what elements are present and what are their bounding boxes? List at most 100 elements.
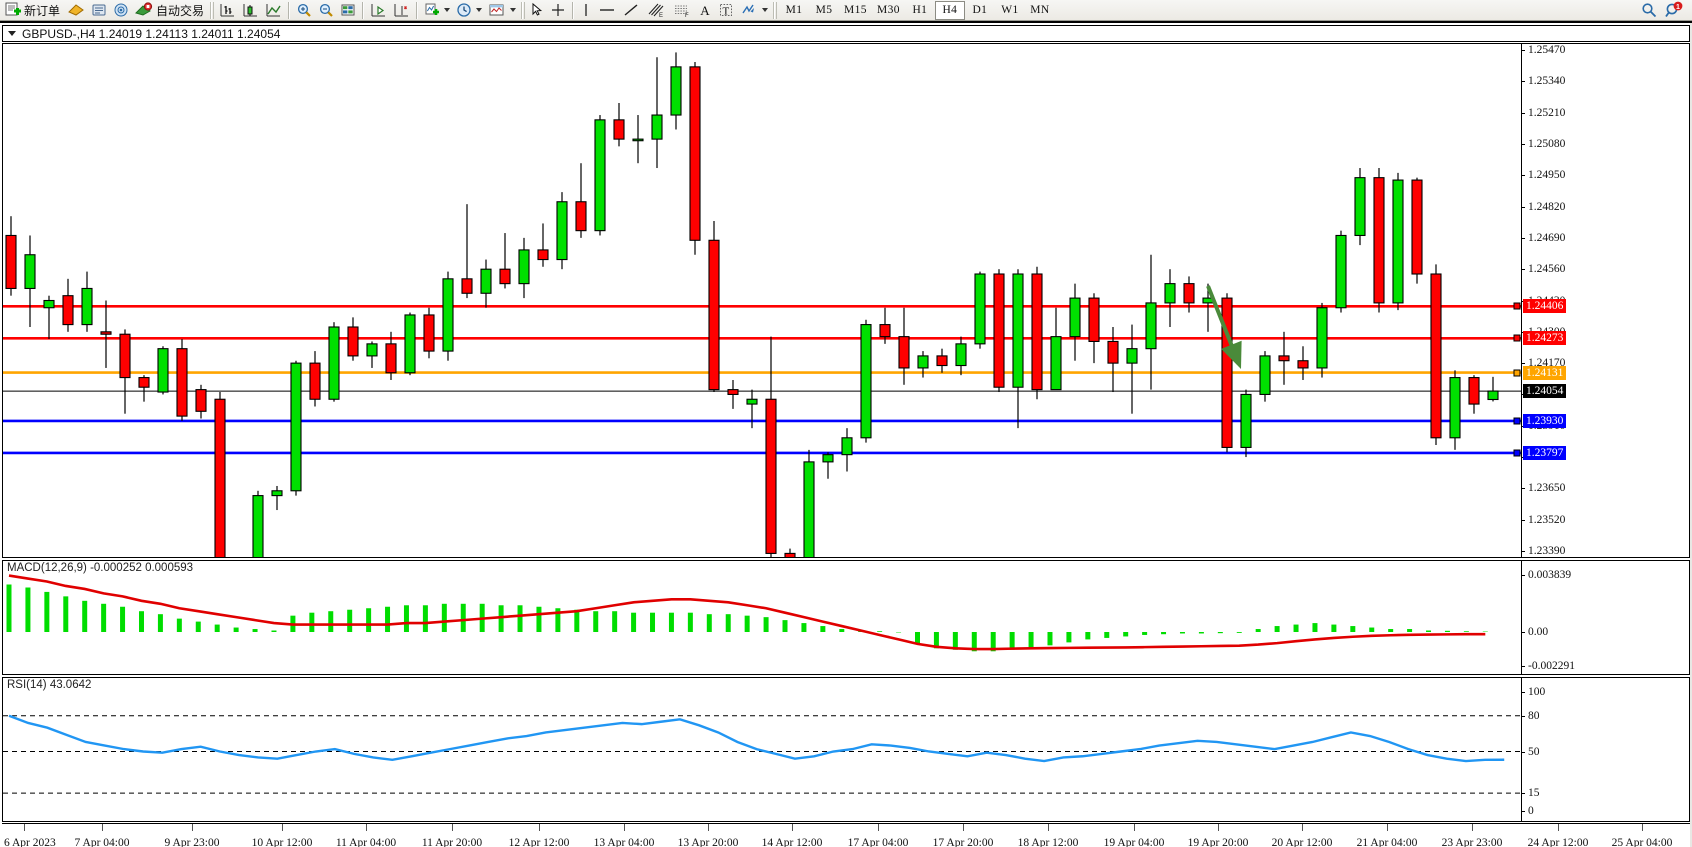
candle-body[interactable] (1297, 360, 1309, 369)
expert-advisors-button[interactable] (64, 1, 88, 20)
candle-body[interactable] (176, 348, 188, 417)
candle-body[interactable] (841, 437, 853, 456)
candle-body[interactable] (1411, 179, 1423, 275)
candle-body[interactable] (1126, 348, 1138, 364)
candle-body[interactable] (784, 552, 796, 557)
macd-canvas[interactable] (3, 561, 1689, 674)
candle-body[interactable] (1164, 283, 1176, 304)
candle-body[interactable] (518, 249, 530, 285)
vertical-scrollbar[interactable] (1690, 23, 1692, 847)
toolbar-grip-2[interactable] (521, 1, 526, 19)
shift-chart-button[interactable] (367, 1, 390, 20)
candle-body[interactable] (290, 362, 302, 492)
candle-body[interactable] (1088, 297, 1100, 342)
search-button[interactable] (1637, 1, 1661, 20)
period-dropdown-caret[interactable] (476, 8, 483, 12)
candle-body[interactable] (746, 398, 758, 405)
timeframe-m30[interactable]: M30 (876, 4, 900, 16)
line-chart-button[interactable] (262, 1, 285, 20)
candle-body[interactable] (993, 273, 1005, 388)
zoom-out-button[interactable] (315, 1, 337, 20)
down-trend-arrow[interactable] (1206, 285, 1242, 369)
candle-body[interactable] (898, 336, 910, 369)
arrows-button[interactable] (737, 1, 771, 20)
candle-body[interactable] (765, 398, 777, 554)
candle-body[interactable] (1183, 283, 1195, 304)
candle-body[interactable] (1468, 377, 1480, 405)
candle-body[interactable] (404, 314, 416, 374)
candle-body[interactable] (271, 490, 283, 497)
candle-body[interactable] (1278, 355, 1290, 362)
indicators-dropdown-caret[interactable] (444, 8, 451, 12)
timeframe-d1[interactable]: D1 (972, 4, 988, 16)
candle-body[interactable] (385, 343, 397, 374)
vertical-line-button[interactable] (577, 1, 595, 20)
candle-body[interactable] (195, 389, 207, 412)
candle-body[interactable] (1373, 177, 1385, 304)
candle-body[interactable] (423, 314, 435, 352)
candle-body[interactable] (727, 389, 739, 395)
candle-body[interactable] (955, 343, 967, 367)
candle-body[interactable] (1012, 273, 1024, 388)
candle-body[interactable] (24, 254, 36, 290)
candle-body[interactable] (62, 295, 74, 326)
text-label-button[interactable]: A (695, 1, 715, 20)
candle-body[interactable] (708, 239, 720, 391)
toolbar-grip[interactable] (210, 1, 215, 19)
templates-button[interactable] (485, 1, 519, 20)
data-window-grid-button[interactable] (337, 1, 359, 20)
equidistant-channel-button[interactable]: E (643, 1, 669, 20)
chart-menu-caret-icon[interactable] (8, 31, 16, 36)
timeframe-h1[interactable]: H1 (912, 4, 928, 16)
data-window-button[interactable] (88, 1, 110, 20)
horizontal-line-button[interactable] (595, 1, 619, 20)
candle-body[interactable] (556, 201, 568, 261)
candle-body[interactable] (366, 343, 378, 357)
candle-body[interactable] (1107, 340, 1119, 364)
candle-body[interactable] (1354, 177, 1366, 237)
candle-body[interactable] (1449, 377, 1461, 439)
candle-body[interactable] (347, 326, 359, 357)
rsi-canvas[interactable] (3, 678, 1689, 821)
timeframe-m15[interactable]: M15 (844, 4, 867, 16)
candle-body[interactable] (803, 461, 815, 557)
period-button[interactable] (453, 1, 485, 20)
candle-body[interactable] (1221, 297, 1233, 448)
candle-body[interactable] (1031, 273, 1043, 391)
candle-body[interactable] (1392, 179, 1404, 304)
auto-trading-button[interactable]: 自动交易 (132, 1, 208, 20)
signals-button[interactable] (110, 1, 132, 20)
price-chart-canvas[interactable] (3, 44, 1689, 557)
arrows-dropdown-caret[interactable] (762, 8, 769, 12)
candle-body[interactable] (879, 324, 891, 338)
candle-body[interactable] (499, 268, 511, 285)
candle-body[interactable] (613, 119, 625, 140)
candle-body[interactable] (594, 119, 606, 232)
candle-body[interactable] (1316, 307, 1328, 369)
price-chart-panel[interactable]: 1.25470 1.25340 1.25210 1.25080 1.24950 1.248… (2, 43, 1690, 558)
candle-body[interactable] (5, 234, 17, 290)
toolbar-grip-3[interactable] (773, 1, 778, 19)
candle-body[interactable] (689, 66, 701, 241)
candle-body[interactable] (822, 454, 834, 463)
zoom-in-button[interactable] (293, 1, 315, 20)
rsi-panel[interactable]: RSI(14) 43.0642 100 80 50 15 0 (2, 677, 1690, 822)
fibonacci-button[interactable]: F (669, 1, 695, 20)
autoscroll-button[interactable] (390, 1, 413, 20)
indicators-button[interactable] (421, 1, 453, 20)
candle-body[interactable] (537, 249, 549, 261)
candle-body[interactable] (157, 348, 169, 393)
candle-body[interactable] (651, 114, 663, 140)
alerts-button[interactable]: 1 (1661, 1, 1692, 20)
candle-body[interactable] (936, 355, 948, 367)
candle-body[interactable] (138, 377, 150, 388)
crosshair-button[interactable] (547, 1, 569, 20)
candle-body[interactable] (860, 324, 872, 439)
candle-body[interactable] (1145, 302, 1157, 350)
cursor-button[interactable] (527, 1, 547, 20)
candle-body[interactable] (917, 355, 929, 369)
macd-panel[interactable]: MACD(12,26,9) -0.000252 0.000593 0.00383… (2, 560, 1690, 675)
bar-chart-button[interactable] (216, 1, 239, 20)
candle-body[interactable] (119, 333, 131, 379)
candle-body[interactable] (670, 66, 682, 116)
